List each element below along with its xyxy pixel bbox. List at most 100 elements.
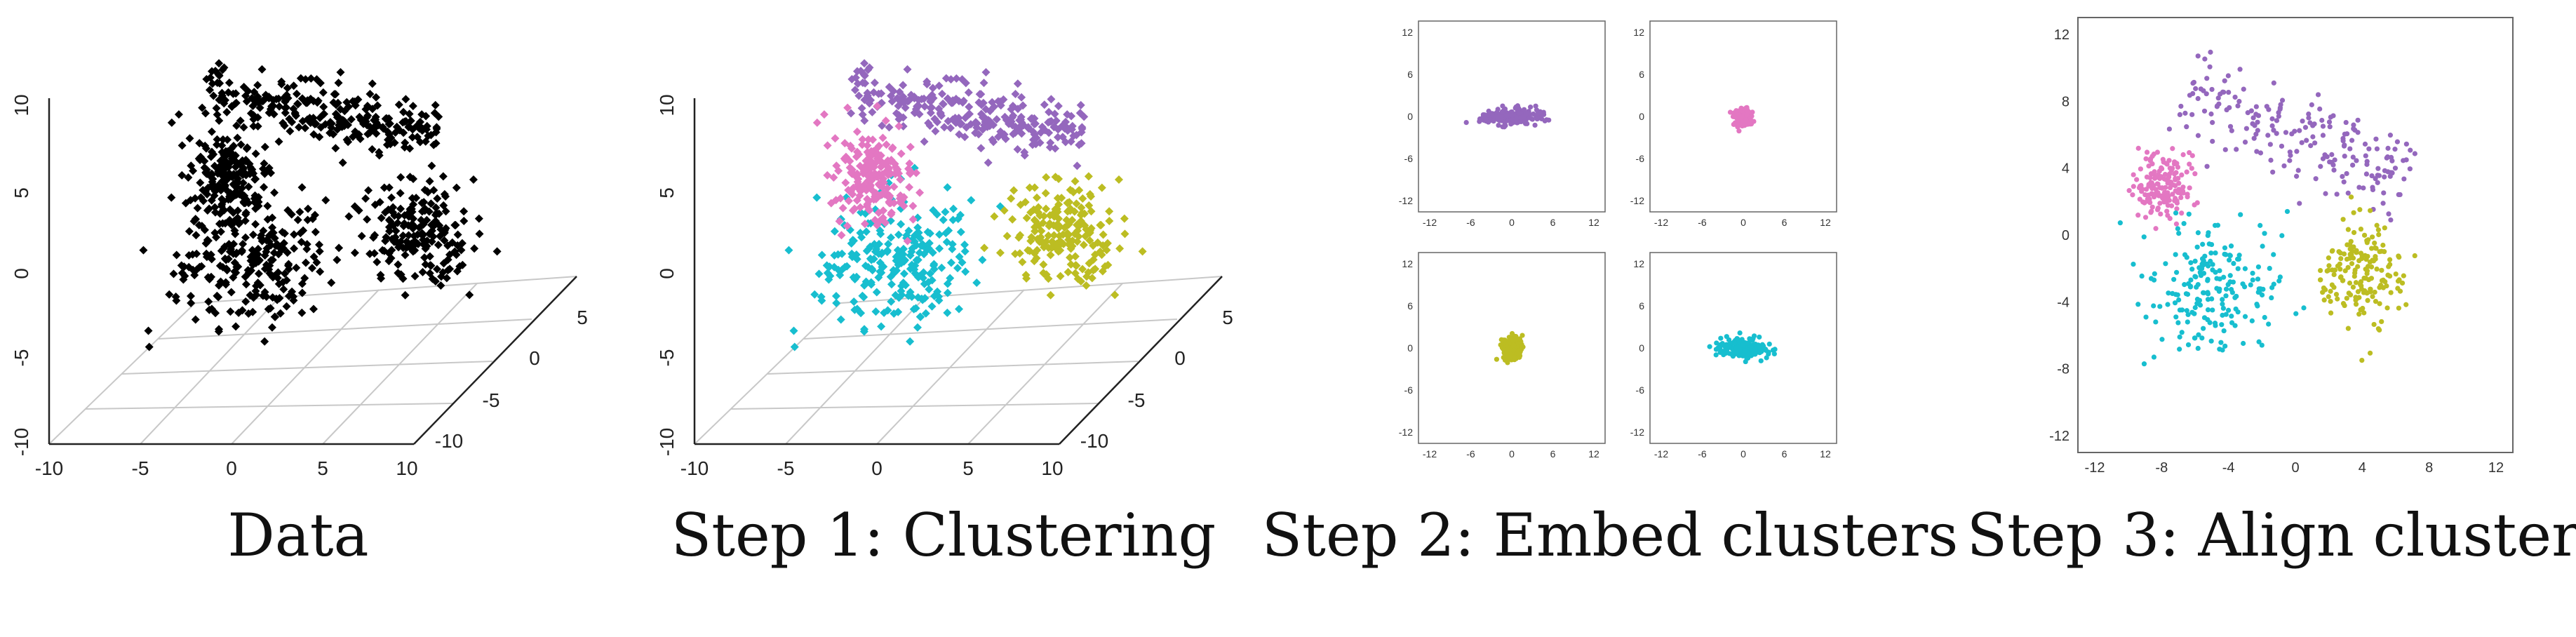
p1-point-top-band	[355, 112, 364, 121]
p2-point-olive	[1064, 235, 1073, 244]
p2-point-purple	[1050, 109, 1059, 119]
p2-point-olive	[1138, 247, 1147, 256]
p1-point-bottom-blob	[248, 230, 257, 239]
p2-point-cyan	[887, 297, 896, 306]
p1-point-bottom-blob	[264, 304, 273, 314]
p4-point-cyan	[2194, 300, 2200, 307]
p3-point-cyan	[1763, 347, 1769, 353]
p2-point-cyan	[817, 250, 826, 260]
p3-point-purple	[1500, 109, 1505, 115]
p3-point-olive	[1511, 342, 1517, 348]
p4-point-pink	[2165, 203, 2171, 208]
p4-point-purple	[2385, 145, 2391, 151]
p4-point-pink	[2166, 174, 2172, 180]
p1-point-right-blob	[469, 175, 478, 185]
p2-point-purple	[1013, 145, 1022, 154]
p4-y-tick: -8	[2057, 362, 2069, 377]
p4-point-cyan	[2171, 276, 2177, 282]
p1-point-right-blob	[459, 207, 469, 216]
p1-point-top-band	[365, 89, 375, 98]
p2-point-purple	[941, 74, 951, 83]
p4-point-olive	[2318, 277, 2323, 283]
p4-point-olive	[2326, 263, 2332, 269]
p1-point-bottom-blob	[300, 274, 309, 283]
p4-point-olive	[2373, 298, 2379, 304]
p1-z-tick: 5	[11, 187, 32, 199]
p2-point-olive	[1000, 206, 1009, 215]
p4-point-olive	[2320, 290, 2326, 295]
p2-point-purple	[858, 79, 867, 88]
p4-point-pink	[2187, 149, 2192, 156]
p4-point-cyan	[2259, 342, 2265, 348]
p4-point-purple	[2304, 138, 2309, 143]
p2-y-tick: 5	[1222, 307, 1233, 328]
p4-point-cyan	[2157, 304, 2163, 309]
p4-point-cyan	[2131, 261, 2136, 267]
p4-point-purple	[2327, 124, 2333, 130]
p3-point-pink	[1744, 112, 1750, 118]
p4-point-purple	[2269, 123, 2275, 128]
p4-point-pink	[2165, 213, 2171, 218]
p2-point-olive	[1085, 259, 1094, 268]
p1-point-bottom-blob	[172, 296, 181, 305]
p4-point-cyan	[2220, 301, 2225, 307]
p1-point-top-band	[232, 89, 241, 98]
p1-point-right-blob	[457, 246, 466, 255]
p4-point-olive	[2329, 267, 2335, 273]
p4-point-olive	[2370, 257, 2375, 263]
p2-point-olive	[1039, 260, 1048, 269]
p4-point-purple	[2274, 118, 2280, 123]
p4-point-purple	[2214, 104, 2220, 109]
p1-point-right-blob	[427, 261, 436, 270]
p4-point-cyan	[2259, 292, 2265, 298]
p2-point-olive	[980, 243, 989, 253]
p2-point-cyan	[944, 226, 953, 235]
p1-point-right-blob	[377, 213, 386, 222]
p4-point-cyan	[2209, 296, 2215, 302]
p1-point-left-blob	[221, 152, 230, 161]
p1-point-top-band	[305, 114, 314, 123]
p3-point-cyan	[1713, 352, 1719, 358]
p4-point-purple	[2412, 151, 2417, 156]
p4-point-purple	[2374, 146, 2380, 152]
p2-point-purple	[1035, 138, 1045, 147]
p4-point-olive	[2372, 240, 2377, 246]
p2-point-olive	[1120, 229, 1129, 239]
p3-frame-olive	[1418, 252, 1606, 444]
p2-point-cyan	[832, 298, 841, 307]
p4-point-purple	[2350, 162, 2356, 168]
p1-point-top-band	[333, 125, 342, 134]
p2-point-pink	[880, 218, 890, 227]
p2-point-cyan	[925, 269, 934, 279]
p4-point-cyan	[2204, 261, 2210, 267]
p4-point-purple	[2351, 122, 2356, 128]
p1-point-left-blob	[250, 175, 260, 184]
p4-point-olive	[2382, 225, 2387, 231]
p4-point-pink	[2138, 182, 2144, 188]
p2-point-pink	[843, 222, 852, 231]
p2-point-purple	[860, 116, 869, 125]
p4-point-purple	[2331, 167, 2337, 173]
p4-point-pink	[2179, 210, 2185, 216]
p2-point-purple	[1040, 100, 1049, 109]
p4-point-olive	[2361, 275, 2367, 281]
p1-y-axis	[413, 276, 577, 445]
p2-point-purple	[948, 96, 958, 105]
p3-point-purple	[1528, 105, 1534, 110]
p4-point-cyan	[2159, 337, 2165, 342]
p1-point-left-blob	[242, 144, 251, 153]
p2-point-pink	[870, 169, 879, 178]
p1-point-bottom-blob	[290, 244, 299, 253]
p3-point-olive	[1505, 354, 1511, 360]
p4-point-cyan	[2199, 335, 2205, 341]
p4-point-olive	[2340, 278, 2346, 283]
p4-point-olive	[2338, 274, 2344, 280]
p3-point-cyan	[1733, 345, 1739, 351]
p2-point-olive	[1087, 192, 1096, 201]
p2-point-olive	[1018, 257, 1027, 267]
p4-point-pink	[2170, 146, 2175, 152]
p1-point-right-blob	[451, 220, 460, 229]
p4-points	[2117, 49, 2417, 367]
p4-point-purple	[2268, 157, 2274, 163]
p2-point-purple	[1009, 130, 1018, 139]
